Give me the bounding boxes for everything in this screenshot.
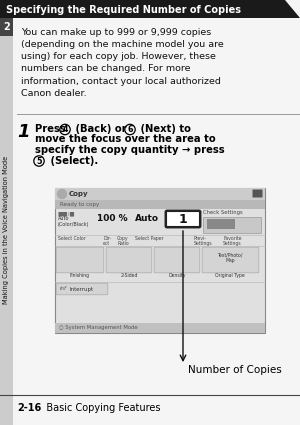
Text: Select Color: Select Color (58, 236, 85, 241)
Text: Text/Photo/
Map: Text/Photo/ Map (217, 253, 243, 263)
Text: (Select).: (Select). (47, 156, 98, 165)
Text: 5: 5 (36, 157, 42, 166)
Text: Auto
(Color/Black): Auto (Color/Black) (58, 216, 89, 227)
FancyBboxPatch shape (202, 247, 259, 273)
FancyBboxPatch shape (56, 247, 104, 273)
Text: Ready to copy: Ready to copy (60, 202, 99, 207)
Bar (55, 188, 265, 200)
Bar (203, 217, 261, 233)
Text: inf: inf (60, 286, 67, 292)
Bar (0, 18, 13, 36)
Text: ■■/■: ■■/■ (58, 211, 76, 216)
Text: (Back) or: (Back) or (72, 124, 130, 134)
Bar (0, 18, 13, 425)
Text: Number of Copies: Number of Copies (188, 365, 282, 375)
Text: move the focus over the area to: move the focus over the area to (35, 134, 216, 145)
Text: ○ System Management Mode: ○ System Management Mode (59, 326, 138, 331)
Text: Check Settings: Check Settings (203, 210, 243, 215)
FancyBboxPatch shape (106, 247, 152, 273)
Text: Specifying the Required Number of Copies: Specifying the Required Number of Copies (6, 5, 241, 14)
Text: You can make up to 999 or 9,999 copies
(depending on the machine model you are
u: You can make up to 999 or 9,999 copies (… (21, 28, 224, 98)
Text: Select Paper: Select Paper (135, 236, 164, 241)
FancyBboxPatch shape (166, 211, 200, 227)
Bar (55, 323, 265, 333)
Text: Basic Copying Features: Basic Copying Features (37, 403, 160, 413)
Text: Press: Press (35, 124, 69, 134)
Text: Density: Density (168, 273, 186, 278)
Bar (207, 219, 235, 229)
Text: 1: 1 (178, 213, 188, 226)
Text: Previ-
Settings: Previ- Settings (194, 236, 213, 246)
Circle shape (58, 190, 67, 198)
Text: Interrupt: Interrupt (70, 286, 94, 292)
Bar (55, 188, 265, 333)
Text: 4: 4 (62, 125, 68, 134)
Text: 2-16: 2-16 (17, 403, 41, 413)
Polygon shape (0, 0, 300, 18)
Text: Dir-
ect: Dir- ect (103, 236, 111, 246)
Text: 2-Sided: 2-Sided (120, 273, 138, 278)
Text: Original Type: Original Type (215, 273, 245, 278)
Text: 1: 1 (17, 123, 29, 141)
Text: specify the copy quantity → press: specify the copy quantity → press (35, 145, 225, 155)
Text: 6: 6 (127, 125, 133, 134)
Text: Copy
Ratio: Copy Ratio (117, 236, 129, 246)
FancyBboxPatch shape (154, 247, 200, 273)
Text: 2: 2 (3, 22, 10, 32)
Text: Making Copies in the Voice Navigation Mode: Making Copies in the Voice Navigation Mo… (4, 156, 10, 304)
Text: Finishing: Finishing (70, 273, 90, 278)
FancyBboxPatch shape (253, 190, 262, 198)
Text: Favorite
Settings: Favorite Settings (223, 236, 242, 246)
Bar (55, 200, 265, 209)
Text: Auto: Auto (135, 214, 159, 223)
Text: 100 %: 100 % (97, 214, 128, 223)
Text: Copy: Copy (69, 191, 88, 197)
FancyBboxPatch shape (56, 283, 108, 295)
Text: (Next) to: (Next) to (137, 124, 191, 134)
